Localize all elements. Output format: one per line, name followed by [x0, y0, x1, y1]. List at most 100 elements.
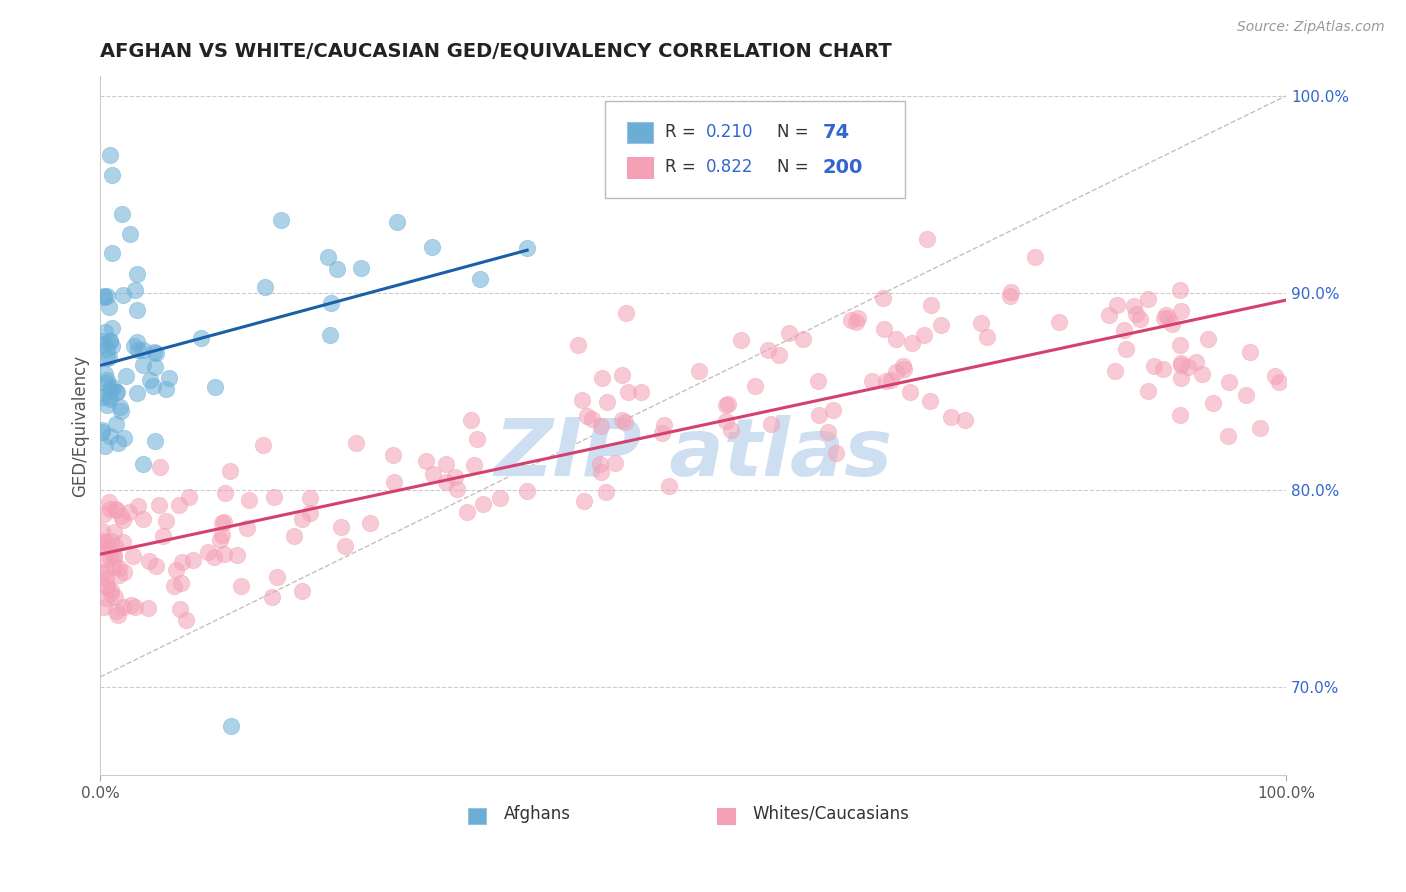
- Point: [595, 485, 617, 500]
- Point: [808, 408, 831, 422]
- Point: [756, 343, 779, 357]
- Point: [1197, 332, 1219, 346]
- Point: [1191, 367, 1213, 381]
- Point: [350, 260, 373, 275]
- Point: [581, 411, 603, 425]
- Point: [97, 383, 120, 397]
- Point: [94, 540, 117, 554]
- Point: [100, 587, 122, 601]
- Point: [163, 579, 186, 593]
- Point: [112, 600, 135, 615]
- Point: [610, 413, 633, 427]
- Point: [893, 362, 915, 376]
- Point: [226, 548, 249, 562]
- Y-axis label: GED/Equivalency: GED/Equivalency: [72, 355, 89, 497]
- Point: [884, 332, 907, 346]
- Point: [219, 719, 242, 733]
- Point: [90, 524, 112, 538]
- FancyBboxPatch shape: [606, 102, 905, 198]
- Point: [1170, 371, 1192, 385]
- Point: [104, 501, 127, 516]
- Text: Source: ZipAtlas.com: Source: ZipAtlas.com: [1237, 20, 1385, 34]
- Point: [778, 326, 800, 340]
- Point: [574, 493, 596, 508]
- Point: [651, 425, 673, 440]
- Point: [93, 290, 115, 304]
- Point: [920, 393, 942, 408]
- Point: [1136, 293, 1159, 307]
- Point: [127, 386, 149, 401]
- Point: [143, 360, 166, 375]
- Point: [170, 576, 193, 591]
- Point: [872, 291, 894, 305]
- Point: [155, 382, 177, 396]
- Point: [1115, 342, 1137, 356]
- Point: [266, 570, 288, 584]
- Point: [96, 342, 118, 356]
- Point: [720, 423, 742, 437]
- Point: [252, 438, 274, 452]
- Point: [1249, 420, 1271, 434]
- Point: [103, 551, 125, 566]
- Point: [103, 380, 125, 394]
- Point: [148, 498, 170, 512]
- Point: [138, 553, 160, 567]
- Point: [318, 327, 340, 342]
- Point: [100, 321, 122, 335]
- Point: [283, 529, 305, 543]
- Point: [96, 373, 118, 387]
- Point: [98, 392, 121, 406]
- Point: [108, 561, 131, 575]
- Point: [567, 337, 589, 351]
- Point: [101, 339, 124, 353]
- Point: [169, 498, 191, 512]
- Point: [100, 534, 122, 549]
- Point: [91, 425, 114, 439]
- FancyBboxPatch shape: [717, 807, 735, 824]
- Text: Whites/Caucasians: Whites/Caucasians: [752, 805, 910, 822]
- Point: [291, 584, 314, 599]
- Point: [98, 148, 121, 162]
- Point: [132, 457, 155, 471]
- Point: [212, 515, 235, 529]
- Point: [179, 490, 201, 504]
- Point: [792, 332, 814, 346]
- Point: [717, 397, 740, 411]
- Point: [118, 504, 141, 518]
- Point: [891, 359, 914, 373]
- Point: [939, 410, 962, 425]
- Point: [236, 521, 259, 535]
- Point: [98, 429, 121, 443]
- Point: [873, 322, 896, 336]
- Point: [132, 358, 155, 372]
- Point: [576, 409, 599, 423]
- Point: [688, 364, 710, 378]
- Point: [1201, 395, 1223, 409]
- Point: [98, 541, 121, 556]
- Point: [652, 418, 675, 433]
- Point: [591, 371, 613, 385]
- Point: [929, 318, 952, 332]
- Point: [93, 507, 115, 521]
- Point: [1143, 359, 1166, 373]
- Point: [96, 289, 118, 303]
- Point: [96, 534, 118, 549]
- Point: [444, 469, 467, 483]
- Point: [103, 548, 125, 562]
- Point: [211, 528, 233, 542]
- Point: [94, 571, 117, 585]
- Point: [115, 369, 138, 384]
- Point: [344, 436, 367, 450]
- Point: [124, 600, 146, 615]
- Point: [976, 329, 998, 343]
- Point: [1216, 429, 1239, 443]
- Point: [1125, 307, 1147, 321]
- Text: R =: R =: [665, 123, 700, 141]
- Point: [716, 413, 738, 427]
- Point: [589, 419, 612, 434]
- Point: [98, 334, 121, 348]
- Point: [1112, 323, 1135, 337]
- Point: [333, 539, 356, 553]
- Point: [181, 553, 204, 567]
- Point: [139, 373, 162, 387]
